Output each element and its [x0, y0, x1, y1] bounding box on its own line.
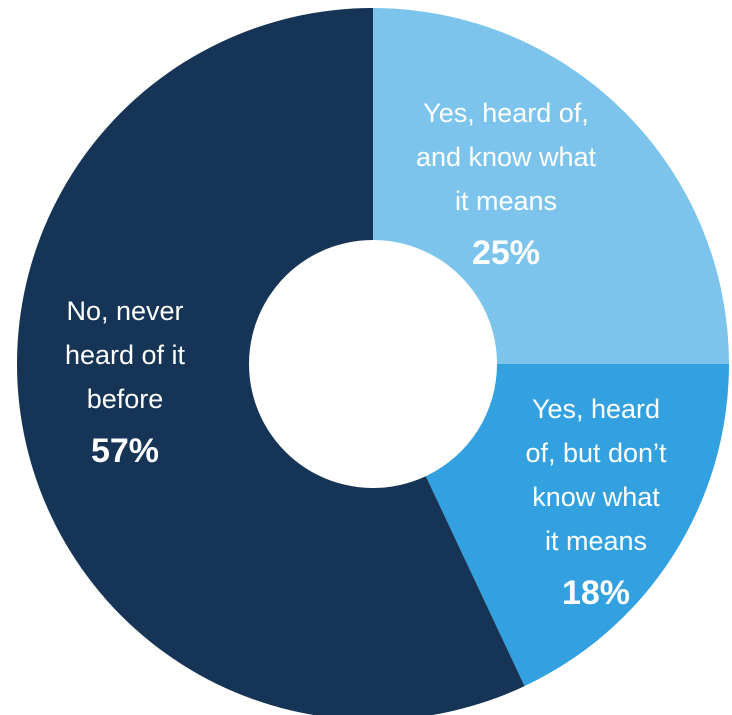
- slice-value-label: 18%: [562, 574, 630, 612]
- slice-label-1: Yes, heard of, and know what it means 25%: [416, 98, 597, 272]
- slice-label-line: it means: [455, 186, 557, 216]
- slice-value-label: 57%: [91, 432, 159, 470]
- slice-label-2: Yes, heard of, but don’t know what it means…: [525, 394, 667, 612]
- slice-label-line: before: [87, 384, 164, 414]
- slice-label-line: it means: [545, 526, 647, 556]
- slice-label-line: Yes, heard of,: [423, 98, 589, 128]
- slice-value-label: 25%: [472, 234, 540, 272]
- donut-slice-1: [373, 8, 729, 364]
- slice-label-3: No, never heard of it before 57%: [65, 296, 186, 470]
- slice-label-line: and know what: [416, 142, 597, 172]
- slice-label-line: heard of it: [65, 340, 186, 370]
- slice-label-line: of, but don’t: [525, 438, 667, 468]
- slice-label-line: Yes, heard: [532, 394, 660, 424]
- slices: [16, 8, 729, 715]
- donut-slice-2: [425, 364, 729, 687]
- slice-label-line: No, never: [66, 296, 183, 326]
- donut-slice-3: [16, 8, 525, 715]
- slice-label-line: know what: [532, 482, 660, 512]
